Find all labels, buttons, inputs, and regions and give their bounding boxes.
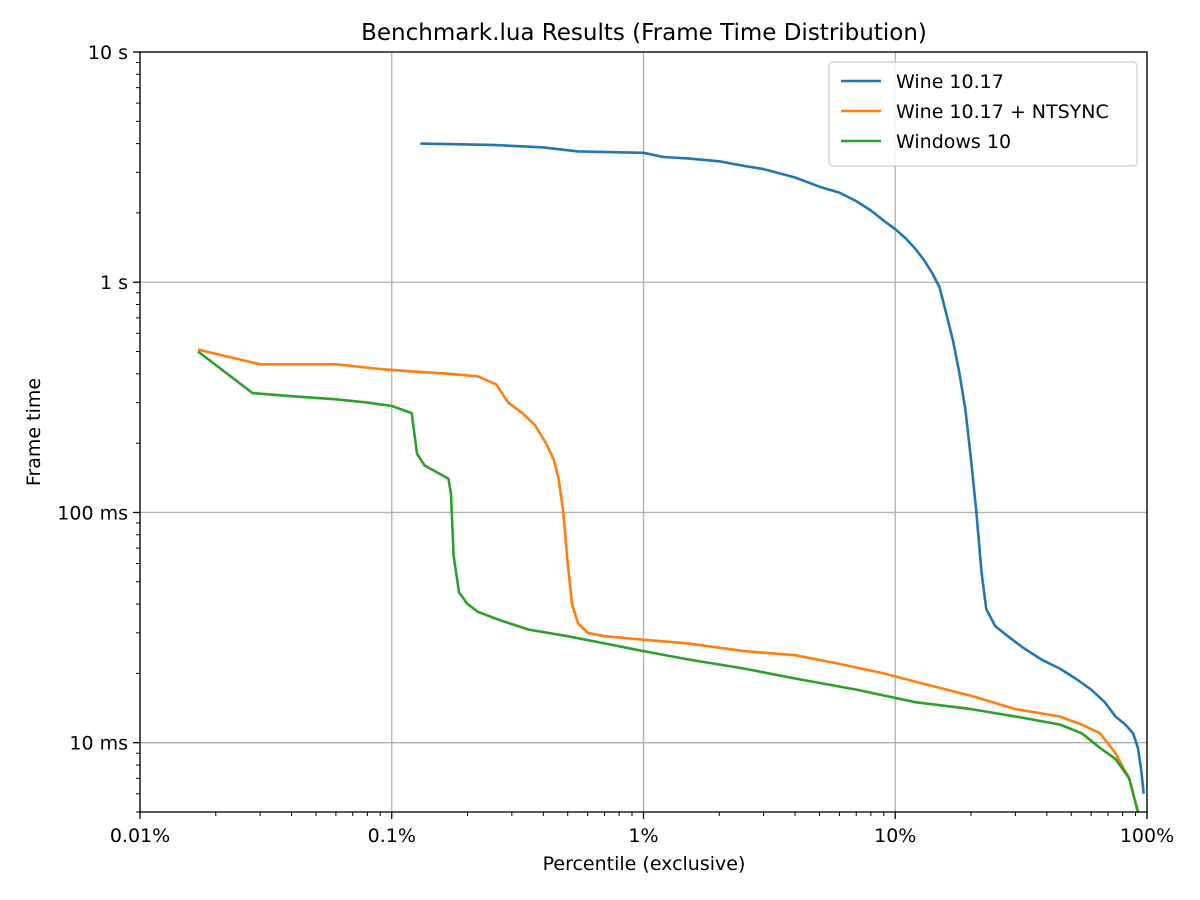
x-tick-label: 0.01% [110,825,170,847]
y-tick-label: 1 s [100,272,128,294]
series-line-1 [197,348,1140,813]
series-line-2 [197,350,1140,813]
y-tick-label: 10 s [88,42,128,64]
axis-ticks: 0.01% 0.1% 1% 10% 100% 10 ms 100 ms 1 s 10 s [57,42,1174,847]
data-series [197,142,1145,813]
legend-box [828,61,1138,167]
legend-label: Wine 10.17 + NTSYNC [896,101,1109,123]
chart-title: Benchmark.lua Results (Frame Time Distri… [361,20,927,46]
x-tick-label: 0.1% [368,825,416,847]
y-tick-label: 10 ms [69,733,128,755]
y-tick-label: 100 ms [57,502,128,524]
x-axis-label: Percentile (exclusive) [543,853,746,875]
x-tick-label: 10% [874,825,916,847]
legend: Wine 10.17 Wine 10.17 + NTSYNC Windows 10 [828,61,1138,167]
legend-label: Wine 10.17 [896,71,1004,93]
x-tick-label: 100% [1120,825,1174,847]
legend-label: Windows 10 [896,131,1011,153]
y-axis-label: Frame time [23,378,45,486]
series-line-0 [420,142,1145,794]
x-tick-label: 1% [628,825,658,847]
